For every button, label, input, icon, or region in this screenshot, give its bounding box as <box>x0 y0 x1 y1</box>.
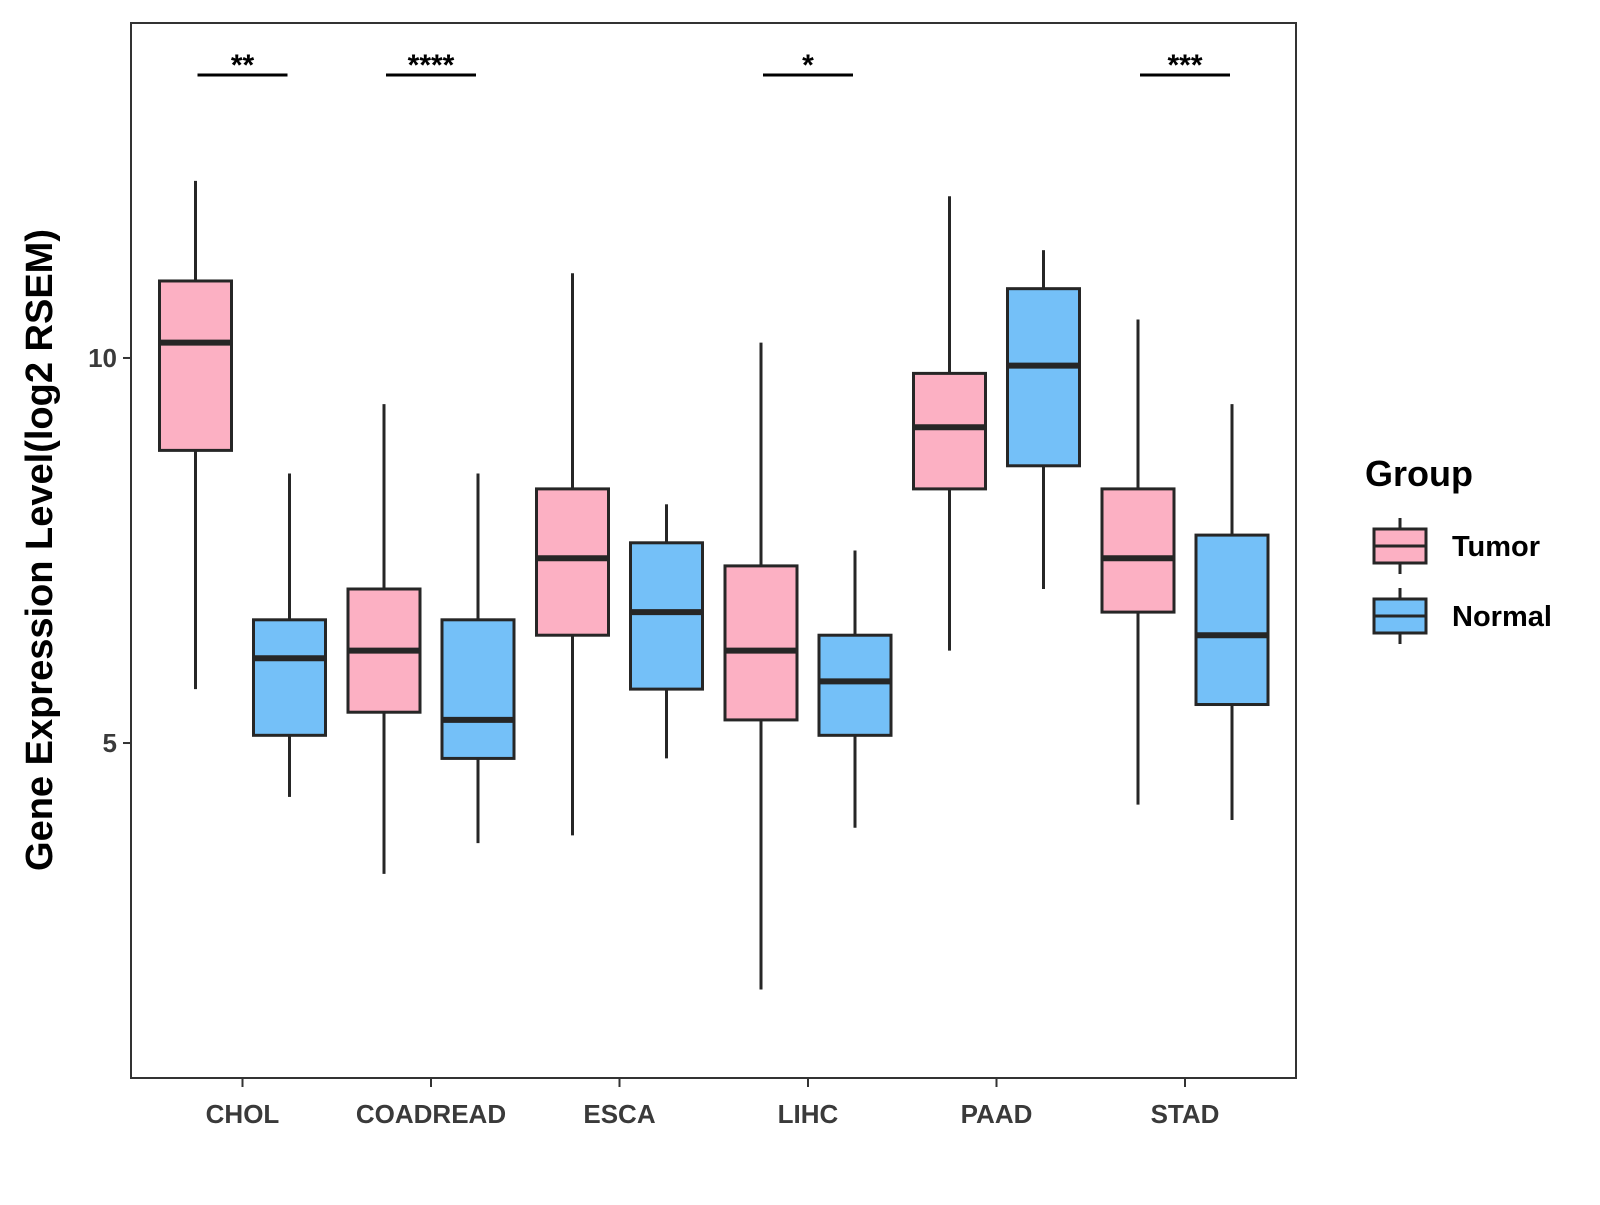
significance-label: **** <box>408 49 455 82</box>
plot-panel-border <box>130 22 1297 1079</box>
box-tumor-lihc <box>723 342 799 990</box>
legend-entry-tumor: Tumor <box>1372 518 1540 574</box>
box-body <box>817 633 893 737</box>
box-normal-stad <box>1194 404 1270 821</box>
legend-label: Normal <box>1452 601 1552 633</box>
legend-label: Tumor <box>1452 531 1540 563</box>
x-tick-label-paad: PAAD <box>961 1099 1033 1129</box>
box-tumor-stad <box>1100 319 1176 805</box>
significance-label: * <box>802 49 814 82</box>
legend-title: Group <box>1365 453 1473 494</box>
significance-label: *** <box>1167 49 1202 82</box>
x-tick-label-chol: CHOL <box>206 1099 280 1129</box>
box-body <box>158 279 233 452</box>
box-tumor-esca <box>535 273 610 836</box>
box-body <box>912 371 987 491</box>
box-normal-paad <box>1006 250 1081 590</box>
box-body <box>535 487 610 637</box>
significance-lihc: * <box>763 49 853 82</box>
plot-layer: ** **** * *** <box>158 49 1270 990</box>
x-tick-label-esca: ESCA <box>583 1099 655 1129</box>
box-normal-coadread <box>440 473 516 844</box>
y-tick-label: 10 <box>88 343 117 373</box>
legend-entry-normal: Normal <box>1372 588 1552 644</box>
box-body <box>723 564 799 722</box>
box-body <box>629 541 704 691</box>
x-tick-label-coadread: COADREAD <box>356 1099 506 1129</box>
box-body <box>1006 287 1081 468</box>
box-normal-chol <box>252 473 327 797</box>
significance-chol: ** <box>197 49 288 82</box>
significance-coadread: **** <box>386 49 476 82</box>
box-normal-lihc <box>817 550 893 828</box>
x-tick-label-lihc: LIHC <box>778 1099 839 1129</box>
box-normal-esca <box>629 504 704 759</box>
box-tumor-paad <box>912 196 987 651</box>
box-body <box>1100 487 1176 614</box>
box-body <box>1194 533 1270 707</box>
y-tick-label: 5 <box>103 728 117 758</box>
box-tumor-chol <box>158 180 233 690</box>
significance-stad: *** <box>1140 49 1230 82</box>
box-body <box>252 618 327 737</box>
y-axis-title: Gene Expression Level(log2 RSEM) <box>19 229 61 871</box>
box-tumor-coadread <box>346 404 422 874</box>
significance-label: ** <box>231 49 255 82</box>
box-body <box>440 618 516 760</box>
x-tick-label-stad: STAD <box>1151 1099 1220 1129</box>
axis-layer: 5 10 CHOL COADREAD ESCA LIHC PAAD STAD <box>88 343 1219 1129</box>
legend: Group Tumor Normal <box>1365 453 1552 644</box>
